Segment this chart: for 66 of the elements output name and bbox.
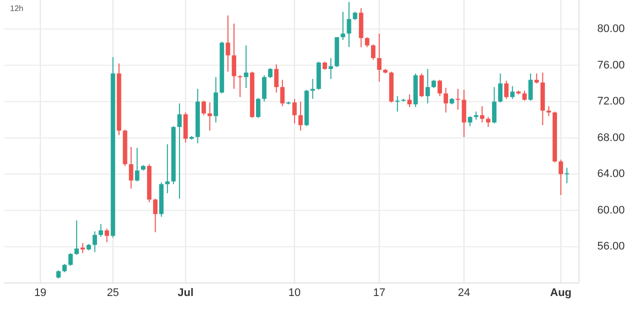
candlestick <box>226 14 230 72</box>
y-tick-label: 56.00 <box>597 240 625 253</box>
y-tick-label: 80.00 <box>597 23 625 36</box>
candlestick <box>80 242 85 254</box>
candlestick <box>98 224 104 238</box>
candlestick <box>364 36 370 48</box>
candlestick <box>419 72 424 98</box>
x-tick-label: Jul <box>178 287 194 299</box>
candlestick <box>165 144 170 194</box>
candlestick <box>177 102 182 200</box>
candlestick <box>486 116 490 128</box>
candlestick <box>444 87 448 113</box>
candlestick <box>298 101 303 132</box>
y-tick-label: 76.00 <box>597 59 625 72</box>
candlestick <box>425 68 430 104</box>
y-tick-label: 60.00 <box>597 204 625 216</box>
x-tick-label: 17 <box>373 287 386 299</box>
candlestick <box>462 89 466 138</box>
candlestick <box>534 72 539 84</box>
candlestick <box>492 86 496 124</box>
candlestick <box>407 94 412 108</box>
candlestick <box>268 68 273 79</box>
candlestick <box>510 86 515 100</box>
candlestick <box>340 11 346 40</box>
candlestick <box>498 72 503 103</box>
candlestick <box>328 58 334 80</box>
candlestick <box>504 80 509 100</box>
x-tick-label: 10 <box>288 287 301 299</box>
candlestick <box>208 102 212 132</box>
candlestick <box>395 96 400 112</box>
x-tick-label: 19 <box>34 287 46 299</box>
y-tick-label: 68.00 <box>597 132 625 144</box>
candlestick <box>238 74 242 98</box>
candlestick <box>292 98 297 124</box>
candlestick <box>153 198 158 233</box>
candlestick <box>244 44 248 88</box>
text: 12h <box>10 4 24 13</box>
candlestick <box>480 106 484 123</box>
candlestick <box>214 76 218 123</box>
candlestick <box>202 100 206 116</box>
candlestick <box>438 79 442 97</box>
candlestick <box>104 228 110 243</box>
candlestick <box>92 230 97 253</box>
candlestick <box>274 64 279 94</box>
candlestick <box>528 72 533 102</box>
candlestick <box>68 252 73 266</box>
y-tick-label: 72.00 <box>597 96 625 108</box>
x-tick-label: 24 <box>458 287 470 299</box>
candlestick <box>564 167 570 184</box>
candlestick <box>74 220 79 256</box>
candlestick <box>128 146 134 190</box>
candlestick <box>546 106 551 117</box>
candlestick <box>456 88 460 110</box>
candlestick <box>346 1 352 48</box>
y-tick-label: 64.00 <box>597 168 625 180</box>
candlestick <box>468 116 472 127</box>
candlestick <box>134 147 140 182</box>
candlestick <box>280 79 285 107</box>
candlestick <box>262 74 266 102</box>
candlestick <box>256 97 260 118</box>
x-tick-label: 25 <box>106 287 120 299</box>
x-tick-label: Aug <box>550 287 572 299</box>
candlestick <box>377 33 382 82</box>
candlestick <box>371 44 376 60</box>
candlestick <box>558 159 564 196</box>
candlestick <box>522 90 527 102</box>
